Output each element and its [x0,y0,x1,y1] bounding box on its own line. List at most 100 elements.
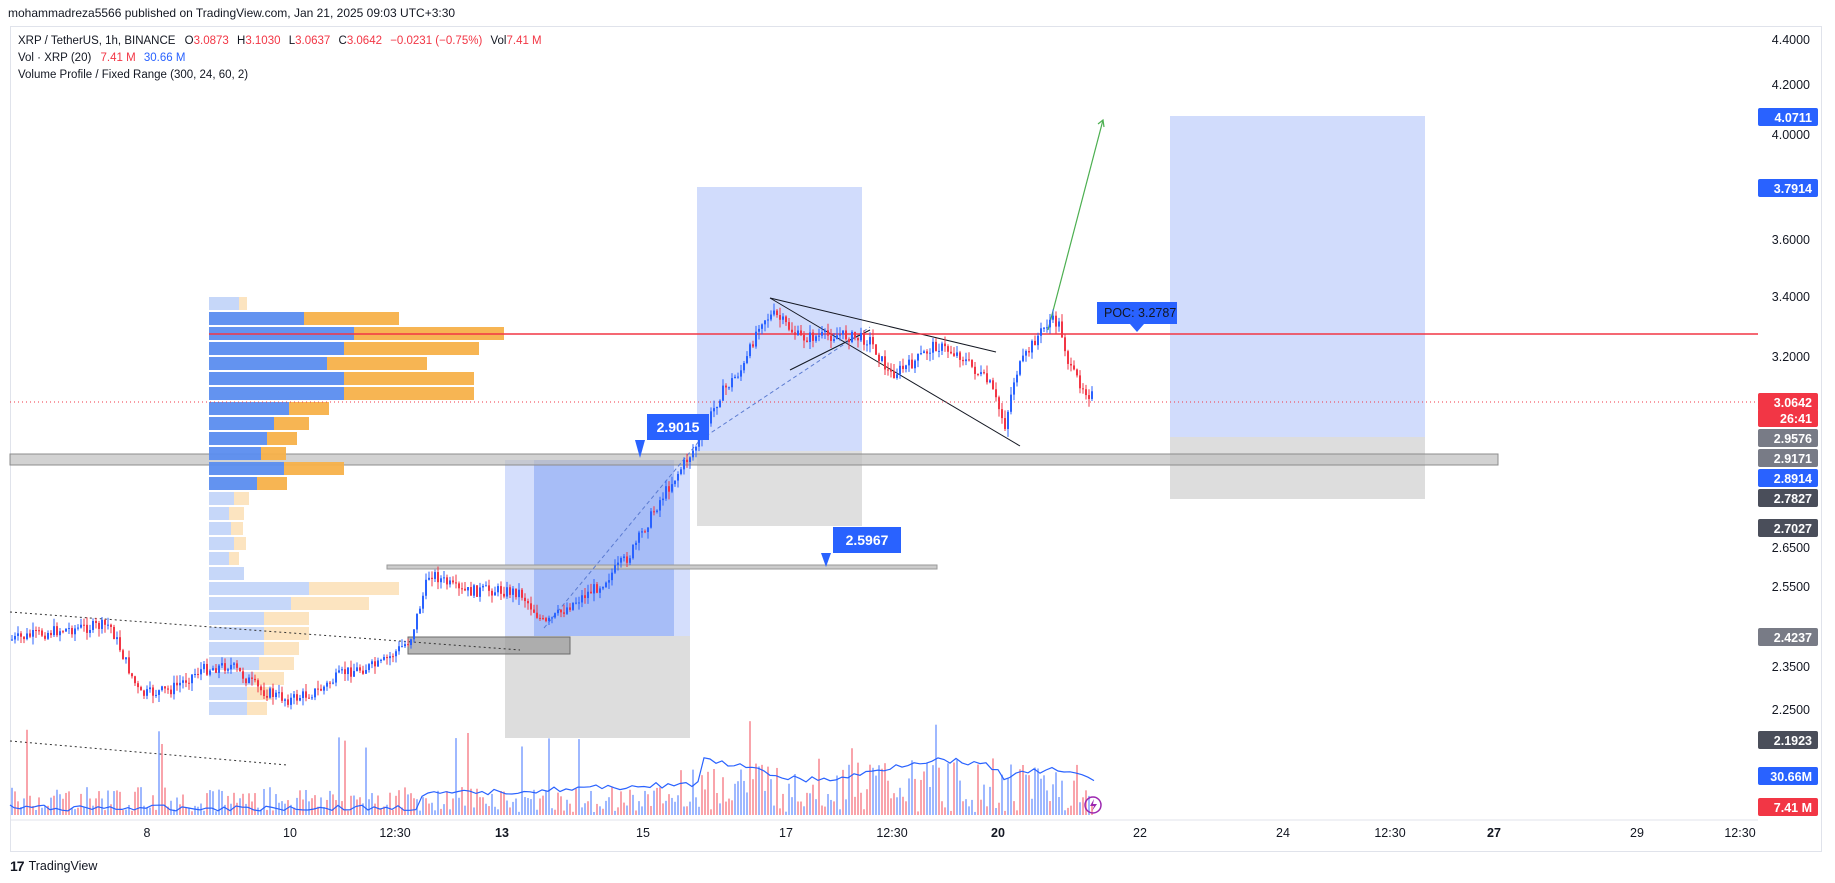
volume-bar [194,805,196,815]
volume-bar [653,790,655,815]
candle-body [32,630,34,637]
candle-body [392,656,394,658]
time-tick-8: 22 [1133,826,1147,840]
candle-body [899,365,901,375]
candle-body [974,366,976,374]
lightning-icon [1090,799,1097,811]
candle-body [572,602,574,610]
vp-bar-up-7 [209,402,289,415]
vp-bar-up-1 [209,312,304,325]
candle-body [566,607,568,614]
zone-box-6 [1170,437,1425,499]
candle-body [221,663,223,666]
candle-body [410,639,412,646]
price-tag-bg-8 [1758,519,1818,537]
candle-body [245,678,247,684]
volume-bar [560,796,562,815]
candle-body [686,459,688,463]
candle-body [14,635,16,640]
candle-body [302,691,304,698]
candle-body [620,558,622,563]
candle-body [404,644,406,647]
candle-body [359,667,361,671]
volume-bar [764,790,766,815]
volume-bar [425,798,427,815]
candle-body [989,380,991,383]
volume-bar [623,802,625,815]
candle-body [1076,369,1078,376]
candle-body [308,697,310,699]
volume-bar [167,806,169,815]
candle-body [905,365,907,370]
candle-body [863,333,865,345]
volume-bar [251,801,253,815]
candle-body [722,385,724,401]
vp-bar-up-22 [209,627,264,640]
candle-body [938,350,940,352]
candle-body [605,582,607,588]
volume-bar [212,791,214,815]
volume-bar [65,792,67,815]
candle-body [206,663,208,675]
candle-body [158,690,160,695]
price-tick-2: 4.0000 [1772,128,1810,142]
support-band-2.4237 [407,636,571,655]
volume-bar [725,801,727,815]
volume-bar [56,789,58,815]
volume-bar [1079,802,1081,815]
volume-ma-line [9,757,1095,812]
price-tag-bg-3 [1758,409,1818,427]
callout-2.9015-bg [647,414,709,440]
candle-body [152,687,154,696]
volume-bar [491,793,493,815]
price-tag-bg-9 [1758,628,1818,646]
symbol-label[interactable]: XRP / TetherUS, 1h, BINANCE [18,35,176,47]
open-value: 3.0873 [193,35,229,47]
poc-label: POC: 3.2787 [1104,306,1176,320]
volume-bar [1088,795,1090,815]
volume-bar [68,791,70,815]
volume-profile-label[interactable]: Volume Profile / Fixed Range (300, 24, 6… [18,69,249,81]
volume-bar [998,802,1000,815]
candle-body [1049,319,1051,328]
candle-body [290,697,292,705]
volume-bar [221,790,223,815]
volume-indicator-label[interactable]: Vol · XRP (20) [18,52,92,64]
candle-body [611,572,613,581]
volume-bar [1070,805,1072,815]
candle-body [212,668,214,671]
volume-bar [482,797,484,815]
symbol-row[interactable]: XRP / TetherUS, 1h, BINANCE O3.0873 H3.1… [18,33,547,50]
candle-body [977,373,979,375]
volume-bar [443,804,445,815]
volume-bar [263,788,265,815]
volume-bar [911,760,913,815]
volume-indicator-row[interactable]: Vol · XRP (20) 7.41 M 30.66 M [18,50,547,67]
volume-bar [989,786,991,815]
candle-body [428,577,430,580]
price-tick-8: 2.3500 [1772,660,1810,674]
volume-bar [584,803,586,815]
candle-body [716,406,718,409]
candle-body [38,630,40,632]
volume-bar [809,793,811,815]
candle-body [803,335,805,341]
candle-body [203,663,205,670]
volume-bar [665,800,667,815]
volume-profile-row[interactable]: Volume Profile / Fixed Range (300, 24, 6… [18,67,547,84]
volume-bar [515,798,517,815]
vp-bar-down-17 [229,552,239,565]
volume-bar [872,767,874,815]
candle-body [545,618,547,622]
candle-body [527,601,529,604]
price-tick-0: 4.4000 [1772,33,1810,47]
channel-line-mid [789,329,871,371]
volume-bar [449,809,451,815]
candle-body [929,352,931,354]
volume-bar [248,793,250,815]
candle-body [590,591,592,594]
candle-body [380,659,382,661]
candle-body [323,686,325,691]
tradingview-footer[interactable]: 17 TradingView [10,858,97,874]
